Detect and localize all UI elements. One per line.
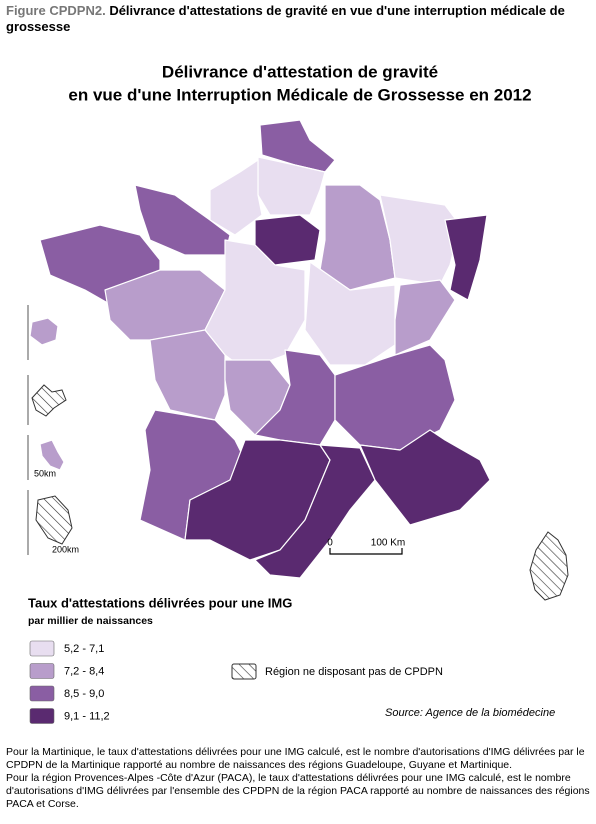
- legend-title: Taux d'attestations délivrées pour une I…: [28, 595, 292, 610]
- corsica: [529, 531, 569, 601]
- scale-label: 100 Km: [371, 538, 405, 549]
- region: [359, 429, 491, 526]
- map-title: Délivrance d'attestation de gravité: [162, 62, 438, 81]
- legend-swatch: [29, 640, 55, 657]
- inset-region: [31, 384, 67, 417]
- legend-label: 5,2 - 7,1: [64, 643, 104, 655]
- region: [39, 439, 65, 471]
- legend-label: Région ne disposant pas de CPDPN: [265, 666, 443, 678]
- legend-swatch: [231, 663, 257, 680]
- region: [149, 329, 226, 421]
- region: [184, 439, 331, 561]
- region: [29, 317, 59, 346]
- legend-label: 7,2 - 8,4: [64, 665, 104, 677]
- region: [444, 214, 488, 301]
- region: [334, 344, 456, 451]
- map: Délivrance d'attestation de gravité en v…: [27, 62, 569, 724]
- figure-header: Figure CPDPN2. Délivrance d'attestations…: [6, 3, 566, 35]
- map-title: en vue d'une Interruption Médicale de Gr…: [68, 85, 531, 104]
- notes: Pour la Martinique, le taux d'attestatio…: [6, 746, 590, 811]
- source: Source: Agence de la biomédecine: [385, 707, 555, 719]
- figure-title: Délivrance d'attestations de gravité en …: [6, 3, 565, 34]
- region: [257, 156, 326, 216]
- scale-label: 0: [327, 538, 333, 549]
- region: [394, 279, 456, 356]
- region: [209, 159, 263, 236]
- region: [304, 261, 396, 366]
- scale-bar: 0 100 Km: [327, 538, 405, 555]
- region: [204, 239, 306, 371]
- legend-swatch: [29, 663, 55, 679]
- overseas-insets: 50km 200km: [27, 305, 79, 555]
- legend-swatch: [29, 685, 55, 702]
- legend-swatch: [29, 708, 55, 724]
- inset-scale: 50km: [34, 468, 56, 478]
- figure-label: Figure CPDPN2.: [6, 3, 106, 18]
- france-regions: [39, 119, 491, 579]
- scale-line: [329, 548, 403, 555]
- region: [259, 119, 336, 173]
- note: Pour la région Provences-Alpes -Côte d'A…: [6, 772, 590, 810]
- note: Pour la Martinique, le taux d'attestatio…: [6, 746, 585, 771]
- legend-label: 9,1 - 11,2: [64, 710, 110, 722]
- region: [379, 194, 461, 286]
- inset-region: [35, 495, 73, 545]
- inset-scale: 200km: [52, 544, 79, 554]
- legend: Taux d'attestations délivrées pour une I…: [28, 595, 555, 724]
- legend-subtitle: par millier de naissances: [28, 615, 153, 627]
- legend-label: 8,5 - 9,0: [64, 688, 104, 700]
